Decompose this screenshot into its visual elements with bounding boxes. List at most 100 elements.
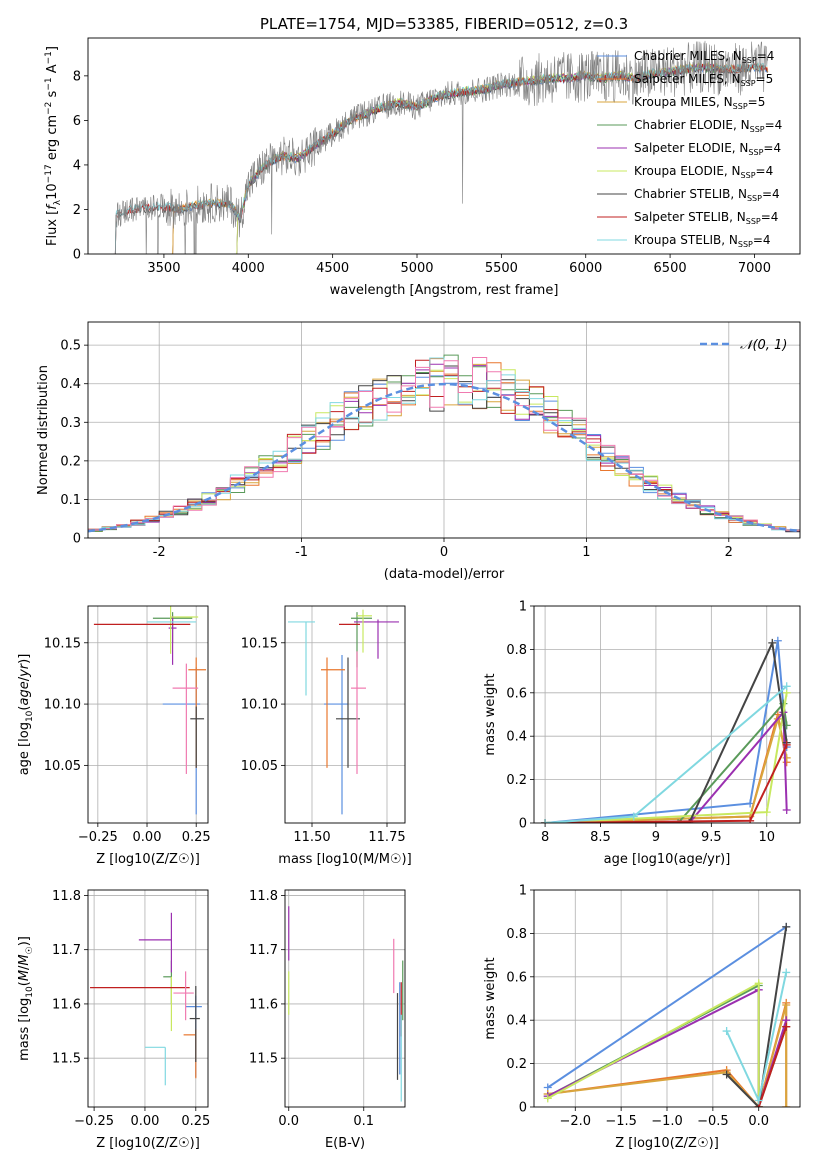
data-point-marker	[782, 805, 791, 814]
x-axis-label: Z [log10(Z/Z☉)]	[96, 1136, 200, 1151]
x-tick-label: 11.50	[293, 830, 330, 845]
x-tick-label: −0.5	[697, 1114, 729, 1129]
x-tick-label: 4000	[232, 261, 265, 276]
x-axis-label: Z [log10(Z/Z☉)]	[96, 852, 200, 867]
figure-title: PLATE=1754, MJD=53385, FIBERID=0512, z=0…	[260, 15, 628, 33]
data-point-marker	[782, 922, 791, 931]
data-point-marker	[543, 1094, 552, 1103]
y-tick-label: 10.15	[44, 636, 81, 651]
y-tick-label: 11.6	[52, 997, 81, 1012]
data-point-marker	[782, 968, 791, 977]
x-tick-label: 0.00	[130, 1114, 159, 1129]
data-point-marker	[685, 819, 694, 823]
y-tick-label: 0.8	[506, 643, 527, 658]
mass-weight-line	[545, 709, 788, 823]
observed-spectrum-line	[113, 40, 769, 254]
y-tick-label: 0.8	[506, 927, 527, 942]
mass-weight-line	[547, 926, 787, 1089]
legend-entry: Kroupa STELIB, NSSP=4	[634, 233, 771, 249]
mass-weight-line	[545, 640, 788, 823]
x-tick-label: 6000	[569, 261, 602, 276]
y-axis-label: mass weight	[483, 673, 498, 755]
data-point-marker	[754, 1096, 763, 1105]
mass-weight-line	[545, 718, 788, 823]
data-point-marker	[762, 808, 771, 817]
panel-massweight_vs_age: 8 8.5 9 9.5 10 0 0.2 0.4 0.6 0.8 1 age [log10(age/y…	[483, 600, 801, 867]
x-tick-label: 0.1	[353, 1114, 374, 1129]
panel-residuals: -2 -1 0 1 2 0 0.1 0.2 0.3 0.4 0.5 (data-model)/erro…	[36, 321, 801, 582]
plot-area-mass_vs_ebv	[285, 890, 405, 1107]
y-tick-label: 0.5	[60, 339, 81, 354]
data-point-marker	[629, 812, 638, 821]
x-axis-label: Z [log10(Z/Z☉)]	[615, 1136, 719, 1151]
data-point-marker	[674, 819, 683, 823]
data-point-marker	[768, 638, 777, 647]
legend-entry: Chabrier STELIB, NSSP=4	[634, 187, 780, 203]
panel-massweight_vs_Z: −2.0 −1.5 −1.0 −0.5 0.0 0 0.2 0.4 0.6 0.8 1 Z [log1…	[483, 884, 801, 1151]
x-axis-label: E(B-V)	[325, 1136, 365, 1151]
y-tick-label: 1	[519, 884, 527, 899]
x-tick-label: −0.25	[74, 1114, 114, 1129]
axes-frame	[87, 889, 209, 1108]
plot-area-age_vs_mass	[285, 606, 405, 823]
x-tick-label: 2	[725, 545, 733, 560]
y-tick-label: 1	[519, 600, 527, 615]
mass-weight-line	[725, 926, 788, 1107]
y-tick-label: 11.6	[249, 997, 278, 1012]
y-axis-label: Flux [fλ10−17 erg cm−2 s−1 A−1]	[44, 46, 63, 246]
y-tick-label: 0.2	[506, 773, 527, 788]
y-axis-label: Normed distribution	[36, 365, 51, 495]
y-tick-label: 11.7	[52, 943, 81, 958]
y-tick-label: 0.2	[60, 454, 81, 469]
y-tick-label: 0.6	[506, 686, 527, 701]
data-point-marker	[782, 682, 791, 691]
y-axis-label: mass [log10(M/M☉)]	[17, 936, 35, 1061]
data-point-marker	[773, 636, 782, 645]
y-tick-label: 10.10	[44, 698, 81, 713]
y-tick-label: 6	[73, 114, 81, 129]
y-tick-label: 11.7	[249, 943, 278, 958]
axes-frame	[284, 605, 406, 824]
x-tick-label: 0.0	[278, 1114, 299, 1129]
y-tick-label: 11.8	[249, 889, 278, 904]
x-tick-label: −0.25	[78, 830, 118, 845]
y-tick-label: 0.1	[60, 493, 81, 508]
plot-area-residuals	[88, 322, 800, 538]
x-tick-label: 1	[582, 545, 590, 560]
x-tick-label: 5000	[400, 261, 433, 276]
axes-frame	[533, 605, 801, 824]
x-tick-label: 6500	[654, 261, 687, 276]
y-tick-label: 0.6	[506, 970, 527, 985]
x-tick-label: 5500	[485, 261, 518, 276]
data-point-marker	[541, 819, 550, 823]
y-tick-label: 0.4	[60, 377, 81, 392]
y-tick-label: 11.8	[52, 889, 81, 904]
plot-area-massweight_vs_Z	[534, 890, 800, 1107]
axes-frame	[87, 321, 801, 539]
y-tick-label: 0.3	[60, 416, 81, 431]
axes-frame	[284, 889, 406, 1108]
panel-mass_vs_Z: −0.25 0.00 0.25 11.5 11.6 11.7 11.8 Z [log10(Z/…	[17, 889, 210, 1151]
panel-age_vs_mass: 11.50 11.75 10.05 10.10 10.15 mass [log10(M/M…	[241, 605, 412, 867]
spectrum-legend: Chabrier MILES, NSSP=4 Salpeter MILES, NS…	[597, 49, 782, 249]
y-tick-label: 8	[73, 69, 81, 84]
x-tick-label: −1.0	[651, 1114, 683, 1129]
y-tick-label: 10.10	[241, 698, 278, 713]
data-point-marker	[782, 1103, 791, 1107]
legend-entry: 𝒩(0, 1)	[740, 338, 787, 353]
y-tick-label: 0	[519, 817, 527, 832]
data-point-marker	[754, 979, 763, 988]
x-tick-label: 0.25	[181, 1114, 210, 1129]
x-tick-label: 7000	[738, 261, 771, 276]
mass-weight-line	[547, 1004, 788, 1107]
axes-frame	[533, 889, 801, 1108]
y-axis-label: age [log10(age/yr)]	[17, 654, 35, 776]
y-tick-label: 0	[73, 248, 81, 263]
y-tick-label: 11.5	[52, 1052, 81, 1067]
y-tick-label: 0.2	[506, 1057, 527, 1072]
x-axis-label: mass [log10(M/M☉)]	[278, 852, 411, 867]
panel-spectrum: 3500 4000 4500 5000 5500 6000 6500 7000 0 2 4 6 8 wav…	[44, 37, 801, 298]
x-tick-label: 11.75	[368, 830, 405, 845]
y-tick-label: 10.05	[44, 759, 81, 774]
y-tick-label: 0	[519, 1101, 527, 1116]
